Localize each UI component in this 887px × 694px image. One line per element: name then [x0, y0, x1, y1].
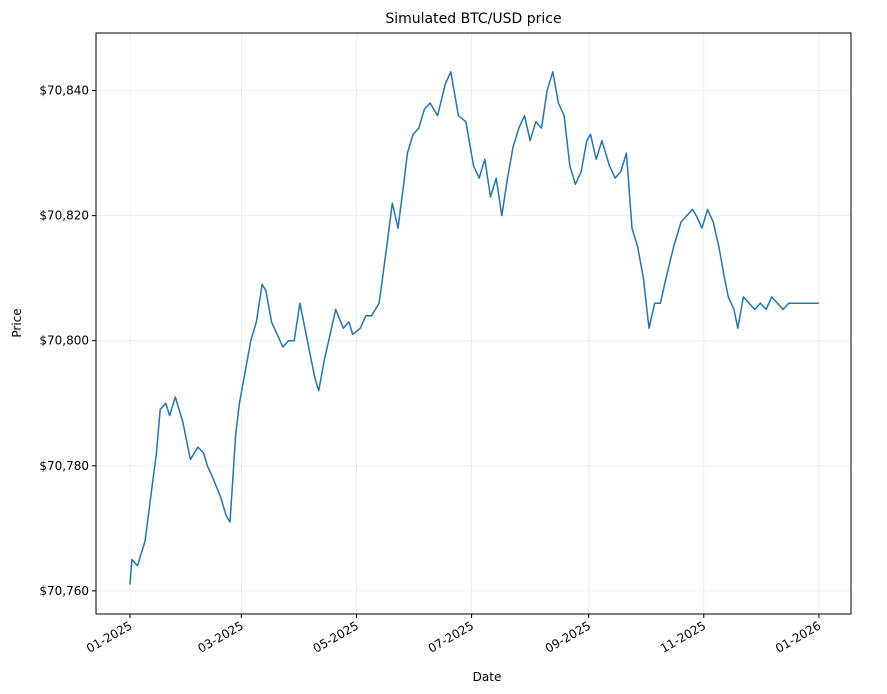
x-tick-label: 01-2025	[84, 618, 134, 655]
chart-title: Simulated BTC/USD price	[385, 11, 561, 27]
y-axis-label: Price	[10, 308, 24, 337]
y-tick-label: $70,840	[39, 84, 89, 98]
y-tick-label: $70,780	[39, 459, 89, 473]
x-axis-label: Date	[473, 670, 502, 684]
x-tick-label: 01-2026	[773, 618, 823, 655]
y-tick-label: $70,760	[39, 584, 89, 598]
y-tick-label: $70,820	[39, 209, 89, 223]
series-layer	[129, 71, 819, 585]
grid	[96, 33, 851, 614]
x-tick-label: 07-2025	[426, 618, 476, 655]
price-series-line	[129, 71, 819, 585]
y-axis: $70,760 $70,780 $70,800 $70,820 $70,840	[39, 84, 96, 598]
x-tick-label: 05-2025	[311, 618, 361, 655]
x-axis: 01-2025 03-2025 05-2025 07-2025 09-2025 11-20…	[84, 614, 823, 656]
y-tick-label: $70,800	[39, 334, 89, 348]
plot-frame	[95, 32, 852, 615]
x-tick-label: 09-2025	[543, 618, 593, 655]
x-tick-label: 11-2025	[658, 618, 708, 655]
x-tick-label: 03-2025	[195, 618, 245, 655]
